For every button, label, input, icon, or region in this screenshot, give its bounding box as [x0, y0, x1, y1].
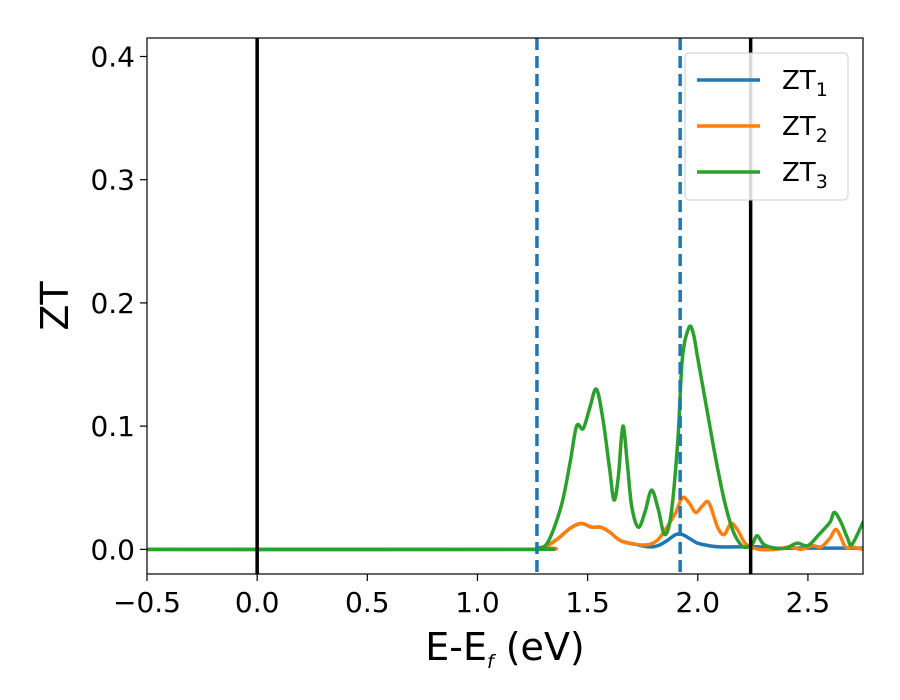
legend-label-name: ZT — [782, 112, 816, 142]
legend-label-subscript: 1 — [816, 79, 828, 101]
x-tick-label: 2.5 — [786, 586, 831, 619]
legend-label-subscript: 2 — [816, 125, 828, 147]
legend-label-name: ZT — [782, 66, 816, 96]
x-tick-label: 0.0 — [235, 586, 280, 619]
x-tick-label: 1.5 — [565, 586, 610, 619]
legend-label-zt1: ZT1 — [782, 66, 828, 101]
legend-label-zt3: ZT3 — [782, 158, 828, 193]
y-tick-label: 0.3 — [90, 164, 135, 197]
legend-label-subscript: 3 — [816, 171, 828, 193]
y-axis-ticks: 0.0 0.1 0.2 0.3 0.4 — [90, 40, 147, 566]
legend-label-zt2: ZT2 — [782, 112, 828, 147]
x-tick-label: 1.0 — [455, 586, 500, 619]
x-axis-label: E-Ef (eV) — [425, 625, 585, 673]
series-line-zt3 — [147, 324, 863, 552]
plot-frame — [146, 37, 864, 575]
x-tick-label: −0.5 — [113, 586, 181, 619]
series-line-zt2 — [147, 495, 863, 552]
x-axis-ticks: −0.5 0.0 0.5 1.0 1.5 2.0 2.5 — [113, 574, 830, 619]
legend-box — [684, 52, 849, 201]
x-axis-label-unit: (eV) — [494, 625, 585, 669]
x-axis-label-main: E-E — [425, 625, 487, 669]
x-tick-label: 2.0 — [676, 586, 721, 619]
x-axis-label-subscript: f — [487, 651, 497, 673]
y-tick-label: 0.2 — [90, 287, 135, 320]
series-layer — [147, 324, 863, 552]
legend-label-name: ZT — [782, 158, 816, 188]
y-tick-label: 0.0 — [90, 533, 135, 566]
y-axis-label: ZT — [33, 281, 77, 331]
y-tick-label: 0.4 — [90, 40, 135, 73]
x-tick-label: 0.5 — [345, 586, 390, 619]
y-tick-label: 0.1 — [90, 410, 135, 443]
